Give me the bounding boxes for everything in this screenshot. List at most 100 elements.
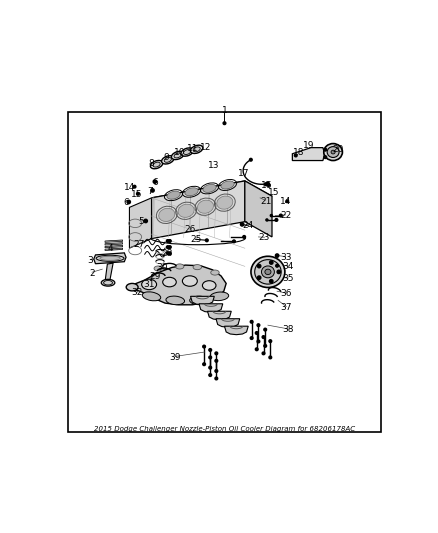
Ellipse shape xyxy=(167,191,180,199)
Ellipse shape xyxy=(178,204,194,217)
Text: 6: 6 xyxy=(123,198,129,207)
Circle shape xyxy=(250,158,252,161)
Circle shape xyxy=(215,359,218,362)
Text: 14: 14 xyxy=(124,182,136,191)
Circle shape xyxy=(267,184,270,187)
Polygon shape xyxy=(245,181,272,237)
Text: 29: 29 xyxy=(149,272,161,281)
Ellipse shape xyxy=(265,269,271,274)
Text: 35: 35 xyxy=(283,274,294,283)
Text: 37: 37 xyxy=(280,303,292,312)
Circle shape xyxy=(270,214,272,216)
Polygon shape xyxy=(208,311,231,320)
Ellipse shape xyxy=(141,279,156,289)
Circle shape xyxy=(324,148,327,151)
Circle shape xyxy=(209,374,212,376)
Ellipse shape xyxy=(150,160,163,169)
Ellipse shape xyxy=(174,153,181,158)
Text: 31: 31 xyxy=(143,280,155,289)
Circle shape xyxy=(275,219,278,221)
Polygon shape xyxy=(152,181,245,239)
Text: 10: 10 xyxy=(174,148,185,157)
Ellipse shape xyxy=(254,260,281,284)
Circle shape xyxy=(286,200,289,203)
Text: 8: 8 xyxy=(148,159,154,168)
Ellipse shape xyxy=(324,143,343,160)
Circle shape xyxy=(151,189,154,192)
Ellipse shape xyxy=(182,276,197,286)
Ellipse shape xyxy=(166,296,184,305)
Text: 7: 7 xyxy=(147,187,153,196)
Ellipse shape xyxy=(184,150,191,155)
Circle shape xyxy=(269,356,272,359)
Circle shape xyxy=(269,340,272,343)
Ellipse shape xyxy=(211,270,219,275)
Text: 17: 17 xyxy=(238,169,250,178)
Ellipse shape xyxy=(193,264,201,270)
Text: 3: 3 xyxy=(88,256,93,265)
Ellipse shape xyxy=(193,147,200,152)
Circle shape xyxy=(257,340,260,343)
Polygon shape xyxy=(94,253,126,264)
Ellipse shape xyxy=(198,200,213,213)
Circle shape xyxy=(262,336,265,338)
Circle shape xyxy=(266,182,269,185)
Ellipse shape xyxy=(164,157,171,162)
Circle shape xyxy=(240,223,244,226)
Circle shape xyxy=(205,239,208,241)
Circle shape xyxy=(215,370,218,373)
Circle shape xyxy=(169,240,171,243)
Ellipse shape xyxy=(176,264,184,269)
Text: 32: 32 xyxy=(131,288,143,297)
Text: 2015 Dodge Challenger Nozzle-Piston Oil Cooler Diagram for 68206178AC: 2015 Dodge Challenger Nozzle-Piston Oil … xyxy=(94,426,355,432)
Ellipse shape xyxy=(327,147,339,157)
Text: 34: 34 xyxy=(283,262,294,271)
Polygon shape xyxy=(105,243,123,245)
Ellipse shape xyxy=(162,277,176,287)
Ellipse shape xyxy=(159,208,175,221)
Circle shape xyxy=(215,352,218,354)
Polygon shape xyxy=(224,326,248,335)
Circle shape xyxy=(269,279,273,283)
Circle shape xyxy=(294,154,297,157)
Circle shape xyxy=(266,219,268,221)
Text: 9: 9 xyxy=(163,152,169,161)
Text: 4: 4 xyxy=(108,244,113,253)
Polygon shape xyxy=(293,148,325,160)
Circle shape xyxy=(137,192,139,195)
Circle shape xyxy=(265,183,267,185)
Text: 18: 18 xyxy=(293,148,305,157)
Polygon shape xyxy=(105,245,123,248)
Text: 14: 14 xyxy=(280,197,291,206)
Ellipse shape xyxy=(181,148,193,156)
Text: 36: 36 xyxy=(280,289,291,298)
Circle shape xyxy=(166,240,169,243)
Circle shape xyxy=(215,377,218,380)
Circle shape xyxy=(223,122,226,125)
Ellipse shape xyxy=(126,284,138,291)
Text: 20: 20 xyxy=(332,145,344,154)
Circle shape xyxy=(169,246,171,248)
Text: 1: 1 xyxy=(222,106,227,115)
Text: 30: 30 xyxy=(156,263,167,272)
Text: 6: 6 xyxy=(152,178,158,187)
Ellipse shape xyxy=(171,151,184,159)
Circle shape xyxy=(262,352,265,354)
Ellipse shape xyxy=(190,296,208,305)
Ellipse shape xyxy=(154,266,162,271)
Circle shape xyxy=(169,252,171,255)
Circle shape xyxy=(255,348,258,351)
Circle shape xyxy=(279,214,282,217)
Circle shape xyxy=(269,261,273,264)
Circle shape xyxy=(257,324,260,327)
Polygon shape xyxy=(199,304,223,312)
Text: 22: 22 xyxy=(280,211,291,220)
Circle shape xyxy=(166,246,169,248)
Ellipse shape xyxy=(221,181,234,189)
Circle shape xyxy=(324,156,327,158)
Circle shape xyxy=(264,328,267,331)
Circle shape xyxy=(258,276,261,279)
Circle shape xyxy=(276,264,279,267)
Ellipse shape xyxy=(101,279,115,286)
Text: 28: 28 xyxy=(161,249,173,259)
